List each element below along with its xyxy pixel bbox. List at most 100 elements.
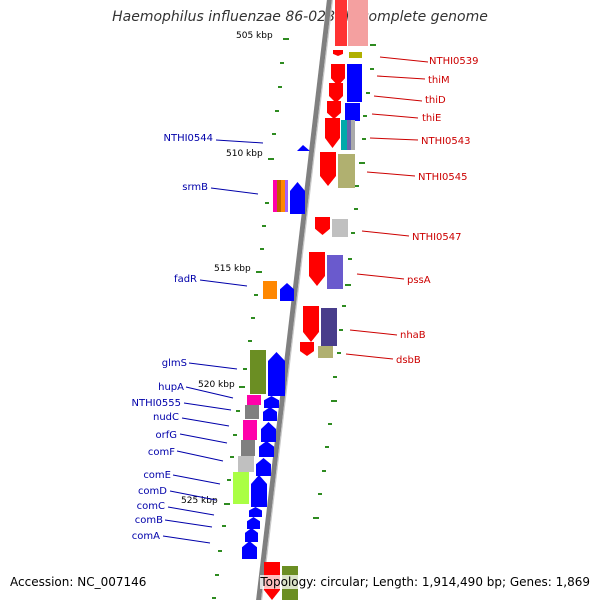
leader-line	[373, 95, 423, 102]
leader-line	[366, 171, 416, 177]
cds-box	[318, 346, 333, 358]
leader-line	[164, 519, 213, 528]
cds-box	[247, 395, 261, 405]
cds-arrow	[300, 342, 314, 356]
gene-label-dsbB: dsbB	[396, 355, 421, 366]
cds-arrow	[256, 458, 271, 476]
scale-tick	[362, 138, 366, 140]
scale-tick	[251, 317, 255, 319]
scale-tick	[227, 479, 231, 481]
cds-arrow	[309, 252, 325, 286]
leader-line	[345, 353, 394, 360]
gene-label-comC: comC	[137, 501, 165, 512]
cds-arrow	[335, 0, 347, 46]
scale-tick	[280, 62, 284, 64]
leader-line	[369, 137, 419, 141]
cds-arrow	[333, 50, 343, 56]
cds-arrow	[325, 118, 340, 148]
gene-label-glmS: glmS	[162, 358, 187, 369]
cds-arrow	[290, 182, 305, 214]
scale-tick	[348, 258, 352, 260]
scale-tick	[275, 110, 279, 112]
accession-label: Accession: NC_007146	[10, 575, 147, 589]
cds-arrow	[263, 407, 277, 421]
gene-label-thiM: thiM	[428, 75, 450, 86]
scale-tick	[322, 470, 326, 472]
scale-tick	[239, 386, 245, 388]
scale-tick	[268, 158, 274, 160]
gene-label-NTHI0555: NTHI0555	[131, 398, 181, 409]
scale-tick	[248, 340, 252, 342]
scale-tick	[355, 185, 359, 187]
scale-tick	[230, 456, 234, 458]
scale-tick	[283, 38, 289, 40]
gene-label-NTHI0547: NTHI0547	[412, 232, 462, 243]
cds-arrow	[320, 152, 336, 186]
leader-line	[349, 329, 398, 336]
cds-arrow	[242, 541, 257, 559]
scale-tick	[363, 115, 367, 117]
cds-arrow	[297, 145, 310, 151]
cds-box	[347, 64, 362, 102]
scale-label: 510 kbp	[226, 149, 263, 159]
scale-tick	[262, 225, 266, 227]
cds-arrow	[261, 422, 276, 442]
cds-box	[327, 255, 343, 289]
scale-tick	[272, 133, 276, 135]
cds-box	[281, 180, 285, 212]
scale-tick	[318, 493, 322, 495]
cds-box	[321, 308, 337, 346]
cds-arrow	[264, 396, 279, 408]
gene-label-NTHI0543: NTHI0543	[421, 136, 471, 147]
cds-box	[332, 219, 348, 237]
scale-tick	[265, 202, 269, 204]
leader-line	[176, 450, 224, 462]
gene-label-NTHI0544: NTHI0544	[163, 133, 213, 144]
scale-tick	[339, 329, 343, 331]
cds-box	[348, 0, 368, 46]
cds-box	[351, 120, 355, 150]
scale-tick	[233, 434, 237, 436]
genome-backbone-highlight	[260, 0, 334, 600]
scale-label: 525 kbp	[181, 496, 218, 506]
cds-box	[250, 350, 266, 394]
cds-arrow	[249, 507, 262, 517]
leader-line	[356, 273, 405, 280]
cds-box	[273, 180, 277, 212]
cds-box	[243, 420, 257, 440]
cds-arrow	[331, 64, 345, 86]
scale-tick	[354, 208, 358, 210]
leader-line	[183, 402, 232, 411]
scale-tick	[212, 597, 216, 599]
scale-tick	[370, 44, 376, 46]
cds-box	[233, 472, 249, 504]
leader-line	[376, 75, 426, 80]
scale-label: 515 kbp	[214, 264, 251, 274]
scale-tick	[215, 574, 219, 576]
leader-line	[181, 417, 230, 427]
cds-box	[338, 154, 355, 188]
scale-tick	[218, 550, 222, 552]
genome-summary: Topology: circular; Length: 1,914,490 bp…	[260, 575, 590, 589]
leader-line	[179, 433, 228, 444]
cds-arrow	[251, 475, 267, 507]
scale-tick	[333, 376, 337, 378]
scale-tick	[278, 86, 282, 88]
cds-arrow	[245, 528, 258, 542]
leader-line	[188, 362, 238, 370]
gene-label-NTHI0539: NTHI0539	[429, 56, 479, 67]
gene-label-thiD: thiD	[425, 95, 446, 106]
leader-line	[361, 230, 410, 237]
gene-label-thiE: thiE	[422, 113, 441, 124]
gene-label-nudC: nudC	[153, 412, 179, 423]
scale-tick	[342, 305, 346, 307]
leader-line	[379, 56, 429, 63]
cds-box	[285, 180, 288, 212]
scale-tick	[366, 92, 370, 94]
cds-box	[345, 103, 360, 121]
leader-line	[199, 279, 248, 287]
leader-line	[167, 506, 215, 516]
leader-line	[162, 535, 211, 544]
cds-arrow	[303, 306, 319, 342]
cds-box	[245, 405, 259, 419]
